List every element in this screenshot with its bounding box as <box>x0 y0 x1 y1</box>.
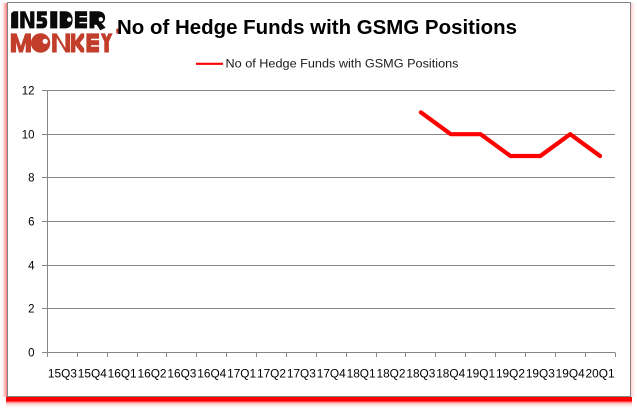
svg-text:19Q2: 19Q2 <box>496 369 525 381</box>
svg-text:19Q1: 19Q1 <box>466 369 495 381</box>
svg-text:20Q1: 20Q1 <box>586 369 615 381</box>
svg-text:18Q2: 18Q2 <box>376 369 405 381</box>
svg-text:8: 8 <box>28 173 34 185</box>
svg-text:0: 0 <box>28 348 34 360</box>
svg-text:19Q3: 19Q3 <box>526 369 555 381</box>
svg-text:15Q3: 15Q3 <box>48 369 77 381</box>
svg-text:17Q3: 17Q3 <box>287 369 316 381</box>
svg-text:10: 10 <box>22 130 35 142</box>
svg-text:19Q4: 19Q4 <box>556 369 586 381</box>
svg-text:15Q4: 15Q4 <box>78 369 108 381</box>
svg-text:16Q1: 16Q1 <box>108 369 137 381</box>
svg-text:12: 12 <box>22 86 35 98</box>
svg-text:18Q1: 18Q1 <box>347 369 376 381</box>
svg-text:No of Hedge Funds with GSMG Po: No of Hedge Funds with GSMG Positions <box>226 59 459 71</box>
svg-text:16Q2: 16Q2 <box>138 369 167 381</box>
svg-text:2: 2 <box>28 304 34 316</box>
svg-text:17Q2: 17Q2 <box>257 369 286 381</box>
svg-text:6: 6 <box>28 217 34 229</box>
svg-text:18Q3: 18Q3 <box>406 369 435 381</box>
svg-text:4: 4 <box>28 261 35 273</box>
svg-text:17Q4: 17Q4 <box>317 369 347 381</box>
svg-text:16Q3: 16Q3 <box>167 369 196 381</box>
svg-text:18Q4: 18Q4 <box>436 369 466 381</box>
svg-text:No of Hedge Funds with GSMG Po: No of Hedge Funds with GSMG Positions <box>117 16 517 39</box>
svg-text:17Q1: 17Q1 <box>227 369 256 381</box>
svg-text:16Q4: 16Q4 <box>197 369 227 381</box>
